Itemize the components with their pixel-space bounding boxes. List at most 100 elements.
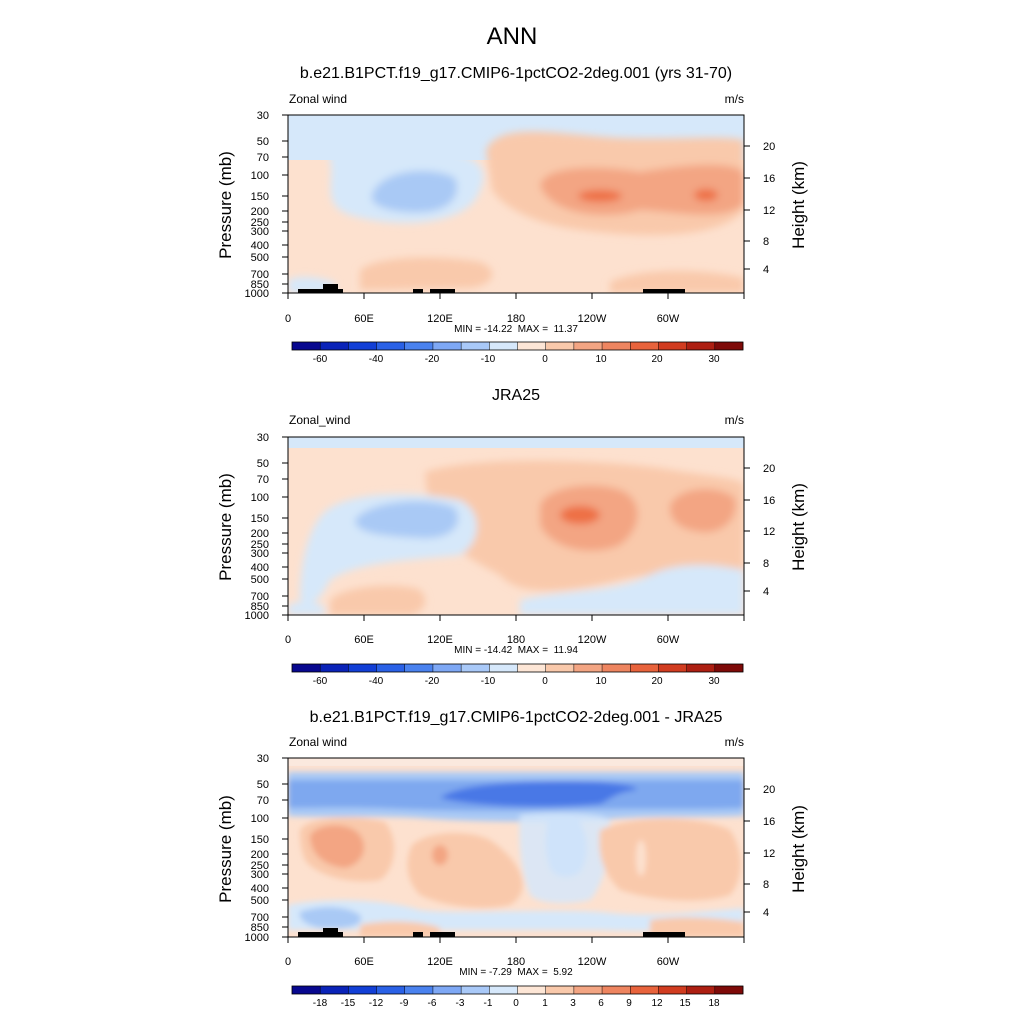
- colorbar-label: -12: [369, 998, 384, 1009]
- x-tick: 60E: [354, 313, 374, 325]
- colorbar-label: -20: [425, 354, 440, 365]
- x-tick: 180: [507, 313, 525, 325]
- colorbar-label: -40: [369, 676, 384, 687]
- panel-3-low-level-easterly-core: [299, 907, 361, 929]
- colorbar-label: 0: [542, 354, 548, 365]
- panel-1-jet-max-1: [578, 190, 622, 202]
- x-tick: 120W: [578, 313, 607, 325]
- right-tick: 16: [763, 495, 775, 507]
- y-tick: 250: [251, 217, 269, 229]
- x-tick: 0: [285, 634, 291, 646]
- y-tick: 400: [251, 883, 269, 895]
- colorbar-cell: [545, 664, 575, 672]
- panel-1-westerly-core: [540, 164, 744, 216]
- y-tick: 50: [257, 458, 269, 470]
- y-tick: 100: [251, 813, 269, 825]
- colorbar-cell: [432, 342, 462, 350]
- y-tick: 850: [251, 601, 269, 613]
- x-tick: 120E: [427, 313, 453, 325]
- colorbar-cell: [573, 664, 603, 672]
- colorbar-label: 3: [570, 998, 576, 1009]
- y-tick: 700: [251, 912, 269, 924]
- y-tick: 1000: [245, 932, 269, 944]
- y-tick: 250: [251, 539, 269, 551]
- y-tick: 500: [251, 895, 269, 907]
- panel-3-negative-ring: [519, 813, 611, 904]
- y-tick: 100: [251, 492, 269, 504]
- colorbar-label: 1: [542, 998, 548, 1009]
- y-tick: 700: [251, 591, 269, 603]
- panel-2: JRA25 Zonal_wind m/s 30 50 70 100: [216, 387, 808, 687]
- colorbar-cell: [602, 342, 631, 350]
- panel-1-x-axis: 0 60E 120E 180 120W 60W: [285, 313, 680, 325]
- panel-2-upper-easterly-band: [288, 437, 744, 448]
- panel-1-right-axis: 20 16 12 8 4: [763, 141, 775, 276]
- colorbar-cell: [489, 664, 518, 672]
- panel-3-stratospheric-easterly-core: [440, 781, 637, 807]
- colorbar-cell: [714, 986, 744, 994]
- panel-2-y-ticks: [282, 436, 750, 621]
- colorbar-label: -9: [400, 998, 409, 1009]
- right-tick: 8: [763, 558, 769, 570]
- colorbar-cell: [292, 664, 321, 672]
- colorbar-cell: [348, 664, 377, 672]
- right-tick: 16: [763, 173, 775, 185]
- panel-2-stats: MIN = -14.42 MAX = 11.94: [454, 645, 578, 656]
- colorbar-cell: [404, 986, 434, 994]
- x-tick: 120E: [427, 956, 453, 968]
- right-tick: 12: [763, 205, 775, 217]
- panel-3-units: m/s: [725, 735, 744, 749]
- colorbar-cell: [432, 664, 462, 672]
- colorbar-label: -10: [481, 354, 496, 365]
- y-tick: 400: [251, 562, 269, 574]
- y-tick: 300: [251, 226, 269, 238]
- colorbar-label: 10: [595, 354, 607, 365]
- colorbar-cell: [630, 342, 659, 350]
- colorbar-cell: [658, 986, 687, 994]
- colorbar-label: 20: [651, 354, 663, 365]
- panel-3-variable-label: Zonal wind: [289, 735, 347, 749]
- right-tick: 4: [763, 264, 769, 276]
- y-tick: 1000: [245, 610, 269, 622]
- panel-2-variable-label: Zonal_wind: [289, 413, 350, 427]
- y-tick: 850: [251, 922, 269, 934]
- y-tick: 70: [257, 795, 269, 807]
- x-tick: 60E: [354, 634, 374, 646]
- colorbar-cell: [658, 664, 687, 672]
- colorbar-label: 12: [651, 998, 663, 1009]
- panel-3-y-axis: 30 50 70 100 150 200 250 300 400 500 700…: [245, 753, 269, 944]
- colorbar-label: -15: [341, 998, 356, 1009]
- y-tick: 200: [251, 528, 269, 540]
- colorbar-label: 6: [598, 998, 604, 1009]
- y-tick: 50: [257, 136, 269, 148]
- colorbar-cell: [630, 664, 659, 672]
- colorbar-label: 30: [708, 676, 720, 687]
- panel-1-topography: [298, 284, 685, 293]
- panel-1-jet-max-2: [694, 189, 718, 201]
- colorbar-cell: [686, 664, 716, 672]
- right-tick: 4: [763, 586, 769, 598]
- right-tick: 20: [763, 141, 775, 153]
- y-tick: 850: [251, 279, 269, 291]
- panel-1-ylabel-right: Height (km): [789, 161, 808, 249]
- panel-3-topography: [298, 928, 685, 937]
- colorbar-cell: [489, 986, 518, 994]
- x-tick: 0: [285, 313, 291, 325]
- panel-1-title: b.e21.B1PCT.f19_g17.CMIP6-1pctCO2-2deg.0…: [300, 65, 732, 82]
- colorbar-cell: [348, 342, 377, 350]
- y-tick: 700: [251, 269, 269, 281]
- x-tick: 180: [507, 956, 525, 968]
- panel-1-easterly-core: [371, 171, 457, 213]
- panel-3-east-positive: [599, 818, 741, 901]
- colorbar-cell: [686, 986, 716, 994]
- colorbar-label: 30: [708, 354, 720, 365]
- colorbar-cell: [320, 342, 349, 350]
- right-tick: 20: [763, 784, 775, 796]
- panel-1-low-level-westerly: [360, 257, 493, 290]
- panel-3: b.e21.B1PCT.f19_g17.CMIP6-1pctCO2-2deg.0…: [216, 709, 808, 1009]
- panel-3-east-negative-spot: [636, 840, 646, 876]
- colorbar-cell: [432, 986, 462, 994]
- panel-3-x-axis: 0 60E 120E 180 120W 60W: [285, 956, 680, 968]
- y-tick: 400: [251, 240, 269, 252]
